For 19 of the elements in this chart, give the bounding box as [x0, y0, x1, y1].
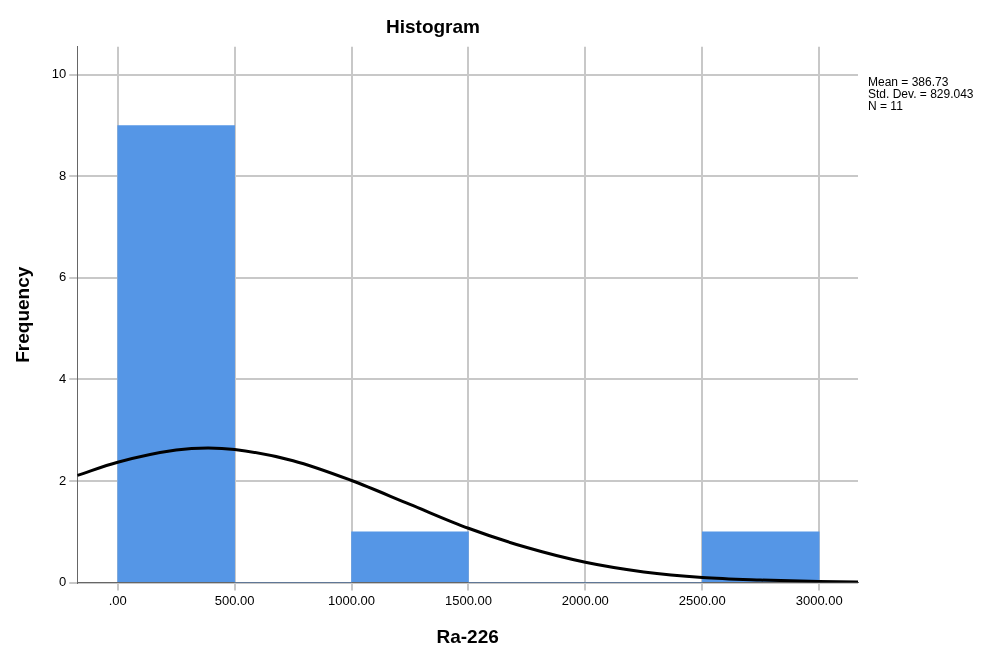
chart-title: Histogram [386, 15, 480, 37]
x-tick-label: .00 [108, 592, 127, 608]
x-axis-title: Ra-226 [436, 625, 499, 647]
y-tick-label: 8 [59, 167, 67, 183]
y-tick-label: 0 [59, 574, 67, 590]
y-tick-label: 10 [51, 66, 67, 82]
text: N = 11 [868, 99, 904, 114]
text: Std. Dev. = 829.043 [868, 87, 974, 102]
y-axis-title: Frequency [11, 266, 33, 363]
x-tick-label: 2000.00 [561, 592, 609, 608]
x-tick-label: 2500.00 [678, 592, 726, 608]
text: Mean = 386.73 [868, 75, 949, 90]
x-tick-label: 1500.00 [444, 592, 492, 608]
y-tick-label: 4 [59, 371, 67, 387]
y-tick-label: 6 [59, 269, 67, 285]
x-tick-label: 1000.00 [328, 592, 376, 608]
y-tick-label: 2 [59, 472, 67, 488]
x-tick-label: 3000.00 [795, 592, 843, 608]
x-tick-label: 500.00 [214, 592, 255, 608]
